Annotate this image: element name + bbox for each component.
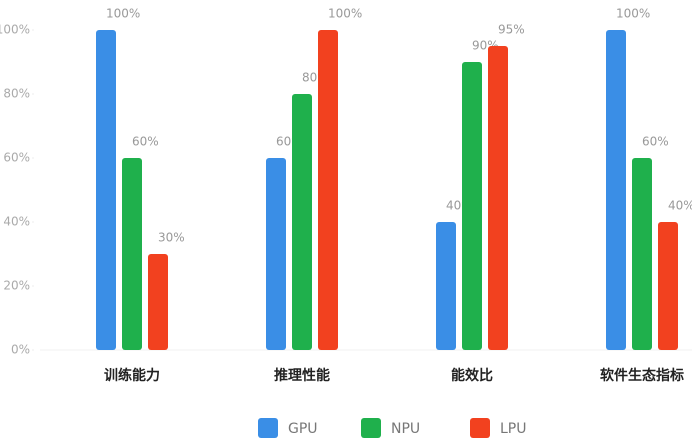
value-label: 40%	[668, 199, 692, 213]
legend-swatch	[258, 418, 278, 438]
legend-label: NPU	[391, 421, 420, 437]
value-label: 95%	[498, 23, 525, 37]
y-tick-label: 100%	[0, 23, 30, 37]
x-tick-label: 软件生态指标	[600, 367, 684, 384]
bar	[148, 254, 168, 350]
x-tick-label: 训练能力	[104, 367, 160, 384]
legend-label: LPU	[500, 421, 527, 437]
bar	[122, 158, 142, 350]
bar	[436, 222, 456, 350]
value-label: 100%	[616, 7, 650, 21]
x-tick-label: 能效比	[451, 367, 493, 384]
x-tick-label: 推理性能	[274, 367, 330, 384]
legend-swatch	[361, 418, 381, 438]
bar	[658, 222, 678, 350]
y-tick-label: 20%	[3, 279, 30, 293]
value-label: 60%	[132, 135, 159, 149]
bar	[96, 30, 116, 350]
bar	[488, 46, 508, 350]
legend-swatch	[470, 418, 490, 438]
y-tick-label: 40%	[3, 215, 30, 229]
bar	[632, 158, 652, 350]
y-tick-label: 60%	[3, 151, 30, 165]
value-label: 100%	[328, 7, 362, 21]
value-label: 60%	[642, 135, 669, 149]
bar	[606, 30, 626, 350]
value-label: 30%	[158, 231, 185, 245]
value-label: 100%	[106, 7, 140, 21]
legend-label: GPU	[288, 421, 318, 437]
bar	[318, 30, 338, 350]
bar	[266, 158, 286, 350]
bar	[462, 62, 482, 350]
y-tick-label: 80%	[3, 87, 30, 101]
y-tick-label: 0%	[11, 343, 30, 357]
bar	[292, 94, 312, 350]
